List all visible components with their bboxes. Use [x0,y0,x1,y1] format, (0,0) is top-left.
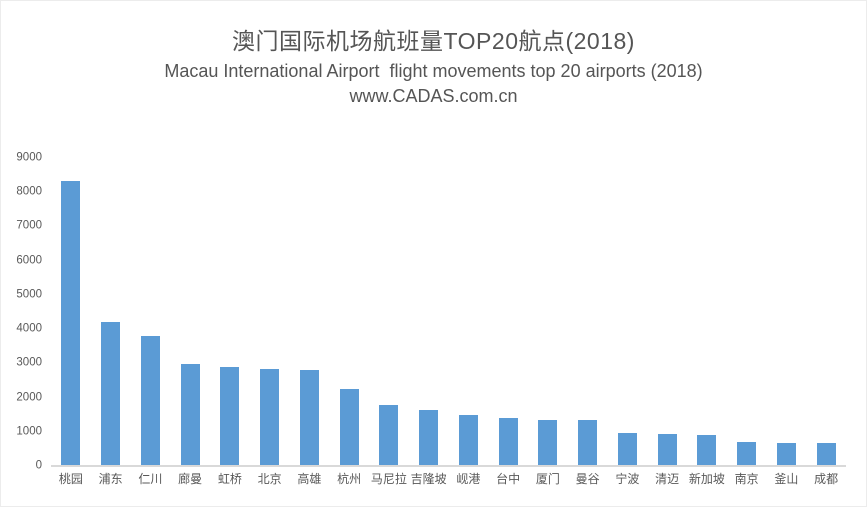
bar-slot [488,157,528,465]
chart-source-link: www.CADAS.com.cn [349,86,518,106]
x-tick-label: 曼谷 [575,472,600,486]
y-tick-label: 2000 [16,390,42,403]
x-tick-label: 浦东 [98,472,123,486]
bar-杭州 [339,388,359,465]
bar-仁川 [140,336,160,465]
x-tick-label: 虹桥 [217,472,242,486]
y-tick-label: 3000 [16,356,42,369]
chart-subtitle: Macau International Airport flight movem… [164,61,703,81]
bar-slot [767,157,807,465]
bar-slot [170,157,210,465]
bar-岘港 [458,414,478,465]
bar-slot [409,157,449,465]
y-tick-label: 9000 [16,151,42,164]
bar-slot [131,157,171,465]
bar-slot [528,157,568,465]
x-tick-label: 北京 [257,472,282,486]
y-tick-label: 5000 [16,288,42,301]
x-tick-label: 杭州 [337,472,362,486]
bar-台中 [498,418,518,465]
bar-slot [369,157,409,465]
x-axis-labels: 桃园 浦东 仁川 廊曼 虹桥 北京 高雄 杭州 马尼拉 吉隆坡 岘港 台中 厦门 曼谷 宁波 清迈 新加坡 南京 釜… [51,472,846,486]
bar-南京 [737,442,757,465]
y-tick-label: 0 [35,459,42,472]
plot-area [51,157,846,467]
bar-桃园 [61,180,81,465]
bar-slot [687,157,727,465]
bar-slot [608,157,648,465]
x-tick-label: 新加坡 [688,472,725,486]
y-tick-label: 6000 [16,253,42,266]
bar-slot [647,157,687,465]
bar-slot [806,157,846,465]
bar-北京 [260,368,280,465]
x-tick-label: 宁波 [615,472,640,486]
bar-廊曼 [180,363,200,465]
chart-title: 澳门国际机场航班量TOP20航点(2018) [232,28,635,54]
bar-厦门 [538,419,558,465]
x-tick-label: 岘港 [456,472,481,486]
bar-slot [250,157,290,465]
x-tick-label: 厦门 [535,472,560,486]
bar-浦东 [101,322,121,465]
x-tick-label: 成都 [814,472,839,486]
bar-slot [91,157,131,465]
y-axis: 0 1000 2000 3000 4000 5000 6000 7000 8000 9000 [11,1,42,506]
x-tick-label: 桃园 [58,472,83,486]
bar-釜山 [776,442,796,465]
x-tick-label: 清迈 [655,472,680,486]
y-tick-label: 1000 [16,425,42,438]
bar-slot [51,157,91,465]
x-tick-label: 高雄 [297,472,322,486]
bar-马尼拉 [379,405,399,465]
x-tick-label: 廊曼 [178,472,203,486]
y-tick-label: 7000 [16,219,42,232]
bar-slot [568,157,608,465]
bar-清迈 [657,433,677,465]
y-tick-label: 4000 [16,322,42,335]
bar-slot [727,157,767,465]
x-tick-label: 仁川 [138,472,163,486]
x-tick-label: 釜山 [774,472,799,486]
bar-宁波 [617,432,637,465]
x-tick-label: 吉隆坡 [410,472,447,486]
bar-slot [210,157,250,465]
bar-新加坡 [697,435,717,465]
bar-高雄 [299,369,319,465]
x-tick-label: 马尼拉 [370,472,407,486]
bar-曼谷 [578,420,598,465]
bar-slot [290,157,330,465]
bar-虹桥 [220,366,240,465]
bar-吉隆坡 [419,409,439,465]
bar-slot [449,157,489,465]
bar-成都 [816,442,836,465]
y-tick-label: 8000 [16,185,42,198]
x-tick-label: 台中 [496,472,521,486]
x-tick-label: 南京 [734,472,759,486]
bar-slot [329,157,369,465]
